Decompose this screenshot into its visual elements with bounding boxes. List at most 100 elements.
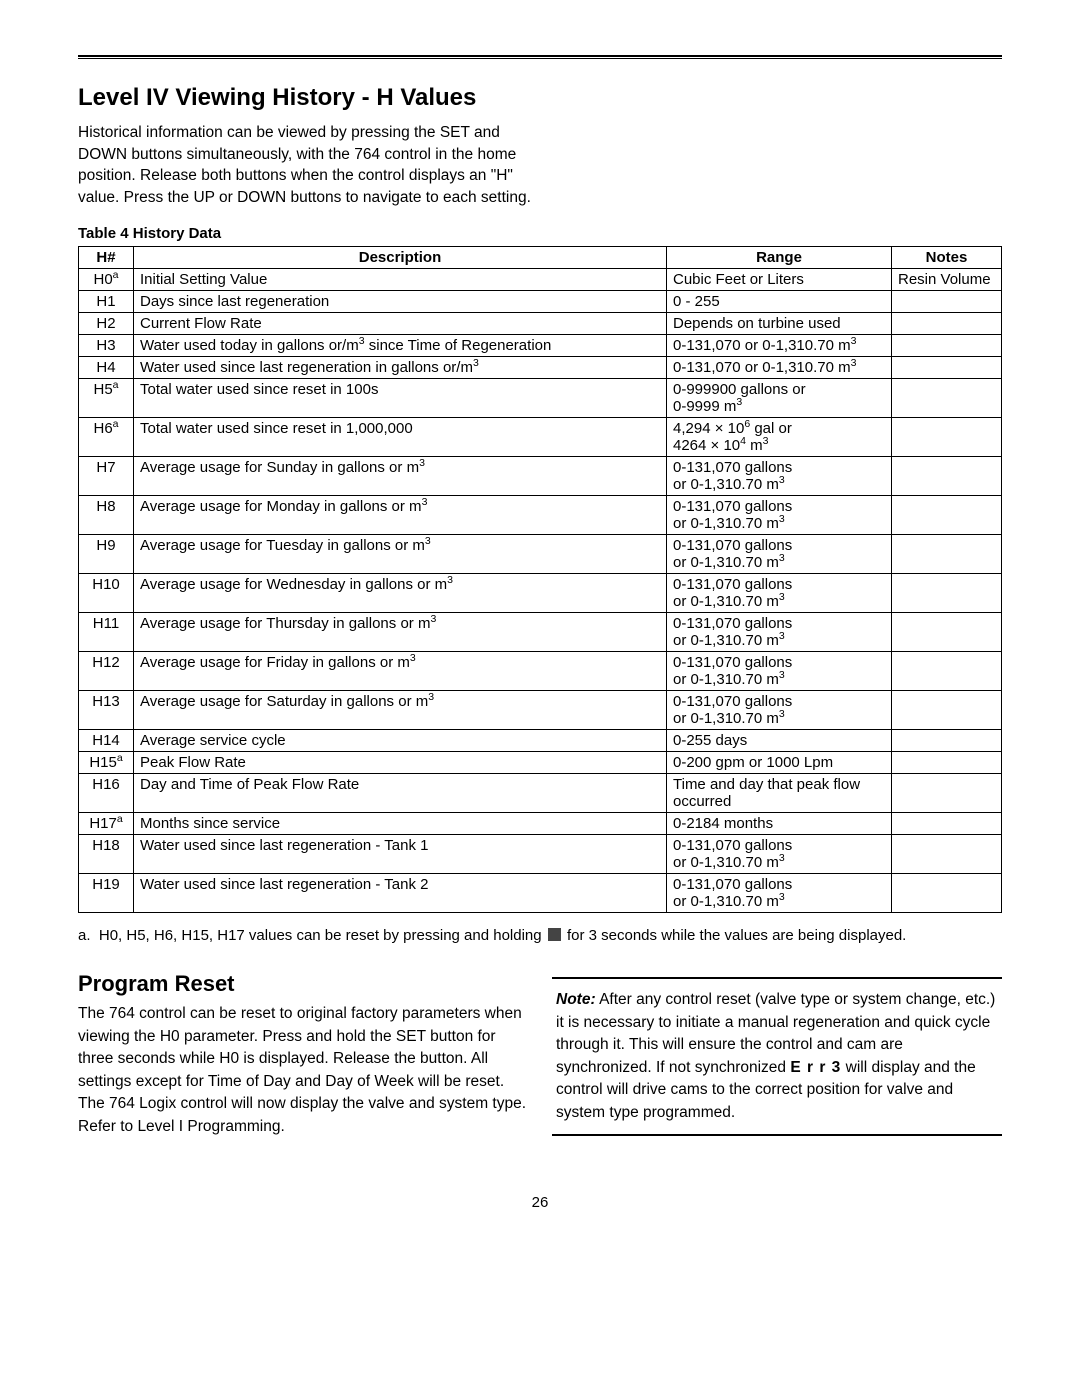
cell-hnum: H6a <box>79 417 134 456</box>
col-h: H# <box>79 246 134 268</box>
cell-description: Days since last regeneration <box>134 290 667 312</box>
two-column-section: Program Reset The 764 control can be res… <box>78 947 1002 1153</box>
cell-description: Average service cycle <box>134 729 667 751</box>
note-box: Note: After any control reset (valve typ… <box>552 977 1002 1136</box>
table-row: H7Average usage for Sunday in gallons or… <box>79 456 1002 495</box>
cell-description: Day and Time of Peak Flow Rate <box>134 773 667 812</box>
cell-hnum: H10 <box>79 573 134 612</box>
cell-description: Average usage for Tuesday in gallons or … <box>134 534 667 573</box>
cell-range: Time and day that peak flow occurred <box>667 773 892 812</box>
cell-description: Water used since last regeneration in ga… <box>134 356 667 378</box>
cell-description: Average usage for Wednesday in gallons o… <box>134 573 667 612</box>
history-data-table: H# Description Range Notes H0aInitial Se… <box>78 246 1002 913</box>
page-container: Level IV Viewing History - H Values Hist… <box>0 0 1080 1251</box>
cell-range: 0 - 255 <box>667 290 892 312</box>
cell-notes <box>892 690 1002 729</box>
cell-notes <box>892 495 1002 534</box>
top-rule <box>78 55 1002 59</box>
reset-paragraph: The 764 control can be reset to original… <box>78 1003 528 1138</box>
table-row: H4Water used since last regeneration in … <box>79 356 1002 378</box>
table-row: H14Average service cycle0-255 days <box>79 729 1002 751</box>
cell-description: Initial Setting Value <box>134 268 667 290</box>
note-error-code: E r r 3 <box>790 1059 841 1076</box>
cell-description: Total water used since reset in 1,000,00… <box>134 417 667 456</box>
cell-notes <box>892 612 1002 651</box>
cell-notes <box>892 751 1002 773</box>
cell-notes <box>892 290 1002 312</box>
cell-range: 0-999900 gallons or0-9999 m3 <box>667 378 892 417</box>
table-row: H2Current Flow RateDepends on turbine us… <box>79 312 1002 334</box>
table-row: H13Average usage for Saturday in gallons… <box>79 690 1002 729</box>
cell-description: Water used today in gallons or/m3 since … <box>134 334 667 356</box>
cell-range: 0-255 days <box>667 729 892 751</box>
cell-range: 0-131,070 gallonsor 0-1,310.70 m3 <box>667 873 892 912</box>
reset-title: Program Reset <box>78 971 528 997</box>
table-row: H16Day and Time of Peak Flow RateTime an… <box>79 773 1002 812</box>
table-row: H5aTotal water used since reset in 100s0… <box>79 378 1002 417</box>
table-row: H18Water used since last regeneration - … <box>79 834 1002 873</box>
cell-notes <box>892 773 1002 812</box>
cell-range: 0-131,070 or 0-1,310.70 m3 <box>667 356 892 378</box>
table-row: H6aTotal water used since reset in 1,000… <box>79 417 1002 456</box>
section-title: Level IV Viewing History - H Values <box>78 84 1002 112</box>
button-icon <box>548 928 561 941</box>
table-row: H1Days since last regeneration0 - 255 <box>79 290 1002 312</box>
cell-hnum: H5a <box>79 378 134 417</box>
right-column: Note: After any control reset (valve typ… <box>552 947 1002 1136</box>
cell-description: Peak Flow Rate <box>134 751 667 773</box>
cell-description: Average usage for Monday in gallons or m… <box>134 495 667 534</box>
cell-notes: Resin Volume <box>892 268 1002 290</box>
cell-description: Months since service <box>134 812 667 834</box>
table-row: H11Average usage for Thursday in gallons… <box>79 612 1002 651</box>
cell-range: 0-131,070 or 0-1,310.70 m3 <box>667 334 892 356</box>
col-notes: Notes <box>892 246 1002 268</box>
cell-hnum: H12 <box>79 651 134 690</box>
cell-hnum: H15a <box>79 751 134 773</box>
table-row: H3Water used today in gallons or/m3 sinc… <box>79 334 1002 356</box>
cell-notes <box>892 812 1002 834</box>
left-column: Program Reset The 764 control can be res… <box>78 947 528 1153</box>
cell-notes <box>892 573 1002 612</box>
cell-hnum: H0a <box>79 268 134 290</box>
table-row: H8Average usage for Monday in gallons or… <box>79 495 1002 534</box>
footnote-marker: a. <box>78 927 91 944</box>
cell-notes <box>892 651 1002 690</box>
cell-range: 0-2184 months <box>667 812 892 834</box>
table-row: H17aMonths since service0-2184 months <box>79 812 1002 834</box>
cell-hnum: H8 <box>79 495 134 534</box>
cell-description: Current Flow Rate <box>134 312 667 334</box>
cell-notes <box>892 378 1002 417</box>
col-description: Description <box>134 246 667 268</box>
intro-paragraph: Historical information can be viewed by … <box>78 122 538 209</box>
cell-notes <box>892 356 1002 378</box>
cell-range: 0-131,070 gallonsor 0-1,310.70 m3 <box>667 690 892 729</box>
cell-notes <box>892 534 1002 573</box>
cell-description: Average usage for Sunday in gallons or m… <box>134 456 667 495</box>
table-row: H19Water used since last regeneration - … <box>79 873 1002 912</box>
col-range: Range <box>667 246 892 268</box>
page-number: 26 <box>78 1194 1002 1211</box>
table-row: H15aPeak Flow Rate0-200 gpm or 1000 Lpm <box>79 751 1002 773</box>
cell-description: Average usage for Thursday in gallons or… <box>134 612 667 651</box>
cell-range: 0-131,070 gallonsor 0-1,310.70 m3 <box>667 456 892 495</box>
table-body: H0aInitial Setting ValueCubic Feet or Li… <box>79 268 1002 912</box>
footnote-text-before: H0, H5, H6, H15, H17 values can be reset… <box>99 927 542 944</box>
cell-range: 0-131,070 gallonsor 0-1,310.70 m3 <box>667 834 892 873</box>
cell-notes <box>892 334 1002 356</box>
cell-notes <box>892 834 1002 873</box>
cell-description: Water used since last regeneration - Tan… <box>134 873 667 912</box>
cell-hnum: H1 <box>79 290 134 312</box>
cell-hnum: H19 <box>79 873 134 912</box>
cell-description: Average usage for Friday in gallons or m… <box>134 651 667 690</box>
cell-hnum: H3 <box>79 334 134 356</box>
cell-range: 4,294 × 106 gal or4264 × 104 m3 <box>667 417 892 456</box>
cell-hnum: H2 <box>79 312 134 334</box>
cell-range: 0-131,070 gallonsor 0-1,310.70 m3 <box>667 651 892 690</box>
footnote-text-after: for 3 seconds while the values are being… <box>567 927 906 944</box>
cell-hnum: H11 <box>79 612 134 651</box>
cell-notes <box>892 417 1002 456</box>
cell-range: 0-131,070 gallonsor 0-1,310.70 m3 <box>667 534 892 573</box>
cell-hnum: H18 <box>79 834 134 873</box>
cell-notes <box>892 873 1002 912</box>
table-row: H9Average usage for Tuesday in gallons o… <box>79 534 1002 573</box>
